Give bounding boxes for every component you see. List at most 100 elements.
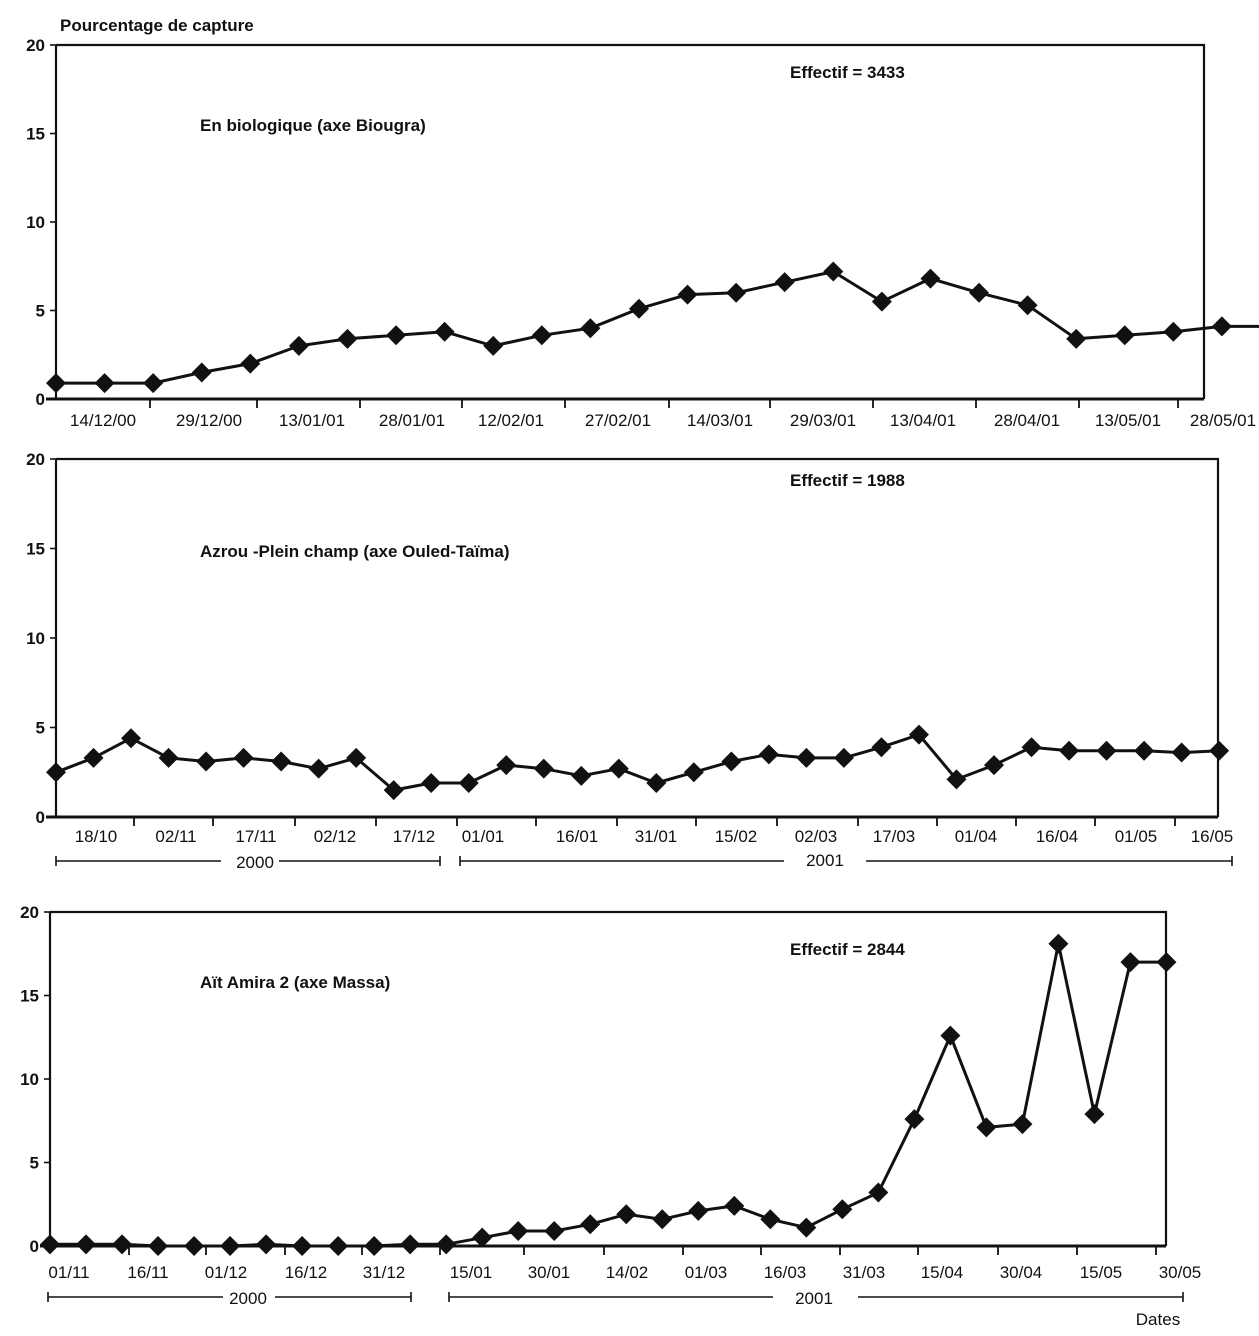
year-label: 2001 bbox=[795, 1289, 833, 1308]
data-point-marker bbox=[946, 769, 967, 790]
data-point-marker bbox=[774, 272, 795, 293]
y-tick-label: 0 bbox=[36, 390, 45, 409]
x-tick-label: 01/05 bbox=[1115, 827, 1158, 846]
y-tick-label: 0 bbox=[30, 1237, 39, 1256]
data-point-marker bbox=[458, 772, 479, 793]
data-point-marker bbox=[40, 1234, 60, 1255]
data-point-marker bbox=[544, 1220, 565, 1241]
x-tick-label: 31/01 bbox=[635, 827, 678, 846]
x-tick-label: 28/01/01 bbox=[379, 411, 445, 430]
x-tick-label: 30/01 bbox=[528, 1263, 571, 1282]
data-point-marker bbox=[191, 362, 212, 383]
series-line bbox=[55, 733, 1220, 792]
plot-frame bbox=[56, 457, 1220, 817]
x-tick-label: 02/03 bbox=[795, 827, 838, 846]
y-tick-label: 10 bbox=[26, 629, 45, 648]
data-point-marker bbox=[1096, 740, 1117, 761]
x-tick-label: 14/03/01 bbox=[687, 411, 753, 430]
y-tick-label: 15 bbox=[20, 987, 39, 1006]
y-tick-label: 20 bbox=[26, 450, 45, 469]
data-point-marker bbox=[292, 1236, 313, 1256]
data-point-marker bbox=[652, 1209, 673, 1230]
x-tick-label: 16/04 bbox=[1036, 827, 1079, 846]
data-point-marker bbox=[580, 318, 601, 339]
plot-frame bbox=[50, 910, 1168, 1246]
x-tick-label: 15/01 bbox=[450, 1263, 493, 1282]
x-tick-label: 31/12 bbox=[363, 1263, 406, 1282]
x-tick-label: 28/04/01 bbox=[994, 411, 1060, 430]
data-point-marker bbox=[796, 1217, 817, 1238]
x-tick-label: 18/10 bbox=[75, 827, 118, 846]
data-point-marker bbox=[832, 1199, 853, 1220]
x-tick-label: 15/02 bbox=[715, 827, 758, 846]
effectif-label: Effectif = 1988 bbox=[790, 471, 905, 490]
data-point-marker bbox=[533, 758, 554, 779]
data-point-marker bbox=[1134, 740, 1155, 761]
data-point-marker bbox=[976, 1117, 997, 1138]
data-point-marker bbox=[184, 1236, 205, 1256]
data-point-marker bbox=[724, 1195, 745, 1216]
data-point-marker bbox=[1114, 325, 1135, 346]
data-point-marker bbox=[1017, 295, 1038, 316]
x-tick-label: 01/11 bbox=[48, 1263, 89, 1282]
data-point-marker bbox=[721, 751, 742, 772]
data-point-marker bbox=[400, 1234, 421, 1255]
data-point-marker bbox=[421, 772, 442, 793]
data-point-marker bbox=[984, 755, 1004, 776]
data-point-marker bbox=[483, 335, 504, 356]
data-point-marker bbox=[1171, 742, 1192, 763]
x-tick-label: 17/11 bbox=[235, 827, 276, 846]
y-tick-label: 20 bbox=[26, 36, 45, 55]
data-point-marker bbox=[608, 758, 629, 779]
x-tick-label: 28/05/01 bbox=[1190, 411, 1256, 430]
data-point-marker bbox=[531, 325, 552, 346]
data-point-marker bbox=[434, 321, 455, 342]
x-tick-label: 01/01 bbox=[462, 827, 505, 846]
data-point-marker bbox=[143, 373, 164, 394]
data-point-marker bbox=[436, 1234, 457, 1255]
x-tick-label: 13/05/01 bbox=[1095, 411, 1161, 430]
y-tick-label: 5 bbox=[36, 302, 45, 321]
data-point-marker bbox=[616, 1204, 637, 1225]
data-point-marker bbox=[94, 373, 115, 394]
data-point-marker bbox=[760, 1209, 781, 1230]
y-tick-label: 15 bbox=[26, 125, 45, 144]
data-point-marker bbox=[1059, 740, 1080, 761]
year-label: 2001 bbox=[806, 851, 844, 870]
data-point-marker bbox=[196, 751, 217, 772]
data-point-marker bbox=[346, 747, 367, 768]
data-point-marker bbox=[833, 747, 854, 768]
x-tick-label: 17/03 bbox=[873, 827, 916, 846]
x-tick-label: 16/05 bbox=[1191, 827, 1234, 846]
data-point-marker bbox=[288, 335, 309, 356]
x-tick-label: 01/04 bbox=[955, 827, 998, 846]
plot-frame bbox=[56, 43, 1206, 399]
data-point-marker bbox=[220, 1236, 241, 1256]
data-point-marker bbox=[1163, 321, 1184, 342]
data-point-marker bbox=[1209, 740, 1230, 761]
y-tick-label: 5 bbox=[36, 719, 45, 738]
data-point-marker bbox=[571, 765, 592, 786]
x-tick-label: 15/04 bbox=[921, 1263, 964, 1282]
data-point-marker bbox=[337, 328, 358, 349]
x-tick-label: 30/04 bbox=[1000, 1263, 1043, 1282]
data-point-marker bbox=[256, 1234, 277, 1255]
site-label: Aït Amira 2 (axe Massa) bbox=[200, 973, 390, 992]
effectif-label: Effectif = 2844 bbox=[790, 940, 905, 959]
data-point-marker bbox=[1120, 952, 1141, 973]
x-tick-label: 31/03 bbox=[843, 1263, 886, 1282]
y-tick-label: 20 bbox=[20, 903, 39, 922]
data-point-marker bbox=[1156, 952, 1177, 973]
data-point-marker bbox=[920, 268, 941, 289]
data-point-marker bbox=[271, 751, 292, 772]
x-tick-label: 16/11 bbox=[127, 1263, 168, 1282]
data-point-marker bbox=[1084, 1104, 1105, 1125]
data-point-marker bbox=[871, 291, 892, 312]
site-label: Azrou -Plein champ (axe Ouled-Taïma) bbox=[200, 542, 510, 561]
data-point-marker bbox=[683, 762, 704, 783]
data-point-marker bbox=[646, 772, 667, 793]
x-axis-title: Dates bbox=[1136, 1310, 1180, 1329]
x-tick-label: 16/12 bbox=[285, 1263, 328, 1282]
data-point-marker bbox=[628, 298, 649, 319]
